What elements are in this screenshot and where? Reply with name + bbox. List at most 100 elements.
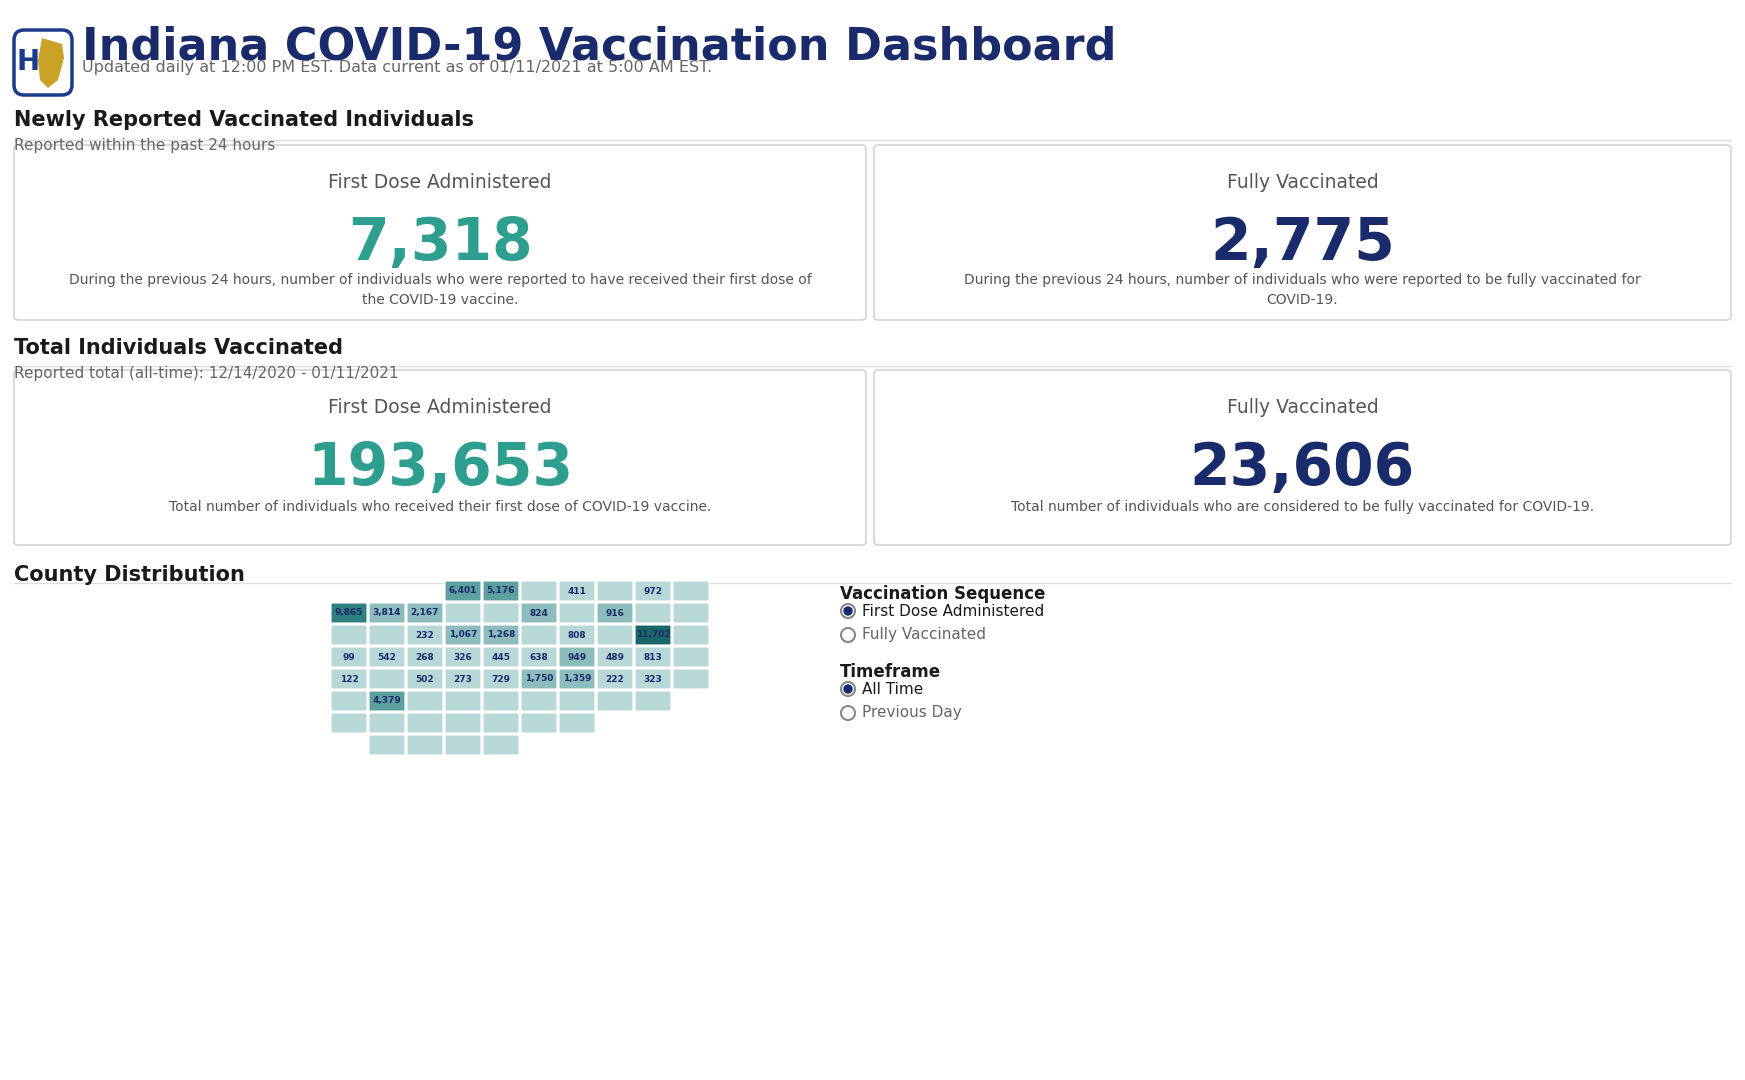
Text: 122: 122 xyxy=(340,675,358,684)
Text: 5,176: 5,176 xyxy=(487,586,515,595)
Text: Fully Vaccinated: Fully Vaccinated xyxy=(1227,399,1379,417)
FancyBboxPatch shape xyxy=(635,647,672,667)
FancyBboxPatch shape xyxy=(368,691,405,711)
FancyBboxPatch shape xyxy=(407,691,443,711)
FancyBboxPatch shape xyxy=(445,647,482,667)
FancyBboxPatch shape xyxy=(407,625,443,645)
Text: 273: 273 xyxy=(454,675,473,684)
Text: 326: 326 xyxy=(454,652,473,661)
FancyBboxPatch shape xyxy=(597,581,633,600)
Text: 323: 323 xyxy=(644,675,663,684)
Text: 1,359: 1,359 xyxy=(562,675,592,684)
FancyBboxPatch shape xyxy=(558,713,595,733)
FancyBboxPatch shape xyxy=(332,625,366,645)
FancyBboxPatch shape xyxy=(522,647,557,667)
Text: 489: 489 xyxy=(606,652,625,661)
FancyBboxPatch shape xyxy=(522,691,557,711)
Text: During the previous 24 hours, number of individuals who were reported to be full: During the previous 24 hours, number of … xyxy=(965,273,1640,307)
Text: During the previous 24 hours, number of individuals who were reported to have re: During the previous 24 hours, number of … xyxy=(68,273,811,307)
FancyBboxPatch shape xyxy=(874,370,1731,545)
Text: First Dose Administered: First Dose Administered xyxy=(328,399,551,417)
FancyBboxPatch shape xyxy=(407,647,443,667)
FancyBboxPatch shape xyxy=(674,647,708,667)
FancyBboxPatch shape xyxy=(635,669,672,689)
Text: 808: 808 xyxy=(567,631,586,639)
FancyBboxPatch shape xyxy=(674,603,708,623)
FancyBboxPatch shape xyxy=(368,647,405,667)
FancyBboxPatch shape xyxy=(558,669,595,689)
Text: County Distribution: County Distribution xyxy=(14,565,244,585)
FancyBboxPatch shape xyxy=(635,691,672,711)
FancyBboxPatch shape xyxy=(483,669,518,689)
Text: Indiana COVID-19 Vaccination Dashboard: Indiana COVID-19 Vaccination Dashboard xyxy=(82,25,1117,68)
FancyBboxPatch shape xyxy=(522,669,557,689)
Text: 6,401: 6,401 xyxy=(448,586,476,595)
FancyBboxPatch shape xyxy=(332,603,366,623)
Text: Updated daily at 12:00 PM EST. Data current as of 01/11/2021 at 5:00 AM EST.: Updated daily at 12:00 PM EST. Data curr… xyxy=(82,60,712,75)
FancyBboxPatch shape xyxy=(445,625,482,645)
FancyBboxPatch shape xyxy=(368,669,405,689)
Text: 411: 411 xyxy=(567,586,586,595)
FancyBboxPatch shape xyxy=(674,581,708,600)
FancyBboxPatch shape xyxy=(522,581,557,600)
FancyBboxPatch shape xyxy=(14,145,866,320)
FancyBboxPatch shape xyxy=(635,581,672,600)
Text: Newly Reported Vaccinated Individuals: Newly Reported Vaccinated Individuals xyxy=(14,110,475,130)
FancyBboxPatch shape xyxy=(635,625,672,645)
Text: 1,067: 1,067 xyxy=(448,631,476,639)
FancyBboxPatch shape xyxy=(14,30,72,95)
FancyBboxPatch shape xyxy=(522,713,557,733)
FancyBboxPatch shape xyxy=(445,581,482,600)
Text: Previous Day: Previous Day xyxy=(862,705,961,720)
Text: Fully Vaccinated: Fully Vaccinated xyxy=(1227,173,1379,192)
FancyBboxPatch shape xyxy=(445,603,482,623)
FancyBboxPatch shape xyxy=(407,735,443,755)
Text: 824: 824 xyxy=(529,608,548,618)
FancyBboxPatch shape xyxy=(445,735,482,755)
Text: 972: 972 xyxy=(644,586,663,595)
Text: 3,814: 3,814 xyxy=(373,608,401,618)
FancyBboxPatch shape xyxy=(558,691,595,711)
Text: 1,268: 1,268 xyxy=(487,631,515,639)
Text: Total number of individuals who are considered to be fully vaccinated for COVID-: Total number of individuals who are cons… xyxy=(1010,500,1595,514)
FancyBboxPatch shape xyxy=(483,581,518,600)
FancyBboxPatch shape xyxy=(483,647,518,667)
FancyBboxPatch shape xyxy=(558,581,595,600)
Text: Reported within the past 24 hours: Reported within the past 24 hours xyxy=(14,138,276,153)
FancyBboxPatch shape xyxy=(14,370,866,545)
FancyBboxPatch shape xyxy=(597,647,633,667)
Text: 268: 268 xyxy=(415,652,435,661)
Text: First Dose Administered: First Dose Administered xyxy=(328,173,551,192)
FancyBboxPatch shape xyxy=(407,713,443,733)
Text: 502: 502 xyxy=(415,675,435,684)
Text: 2,775: 2,775 xyxy=(1209,215,1394,272)
Text: Reported total (all-time): 12/14/2020 - 01/11/2021: Reported total (all-time): 12/14/2020 - … xyxy=(14,366,398,381)
Text: 232: 232 xyxy=(415,631,435,639)
FancyBboxPatch shape xyxy=(483,603,518,623)
Text: 23,606: 23,606 xyxy=(1190,440,1415,497)
FancyBboxPatch shape xyxy=(332,713,366,733)
FancyBboxPatch shape xyxy=(368,625,405,645)
FancyBboxPatch shape xyxy=(368,603,405,623)
FancyBboxPatch shape xyxy=(483,625,518,645)
Text: 949: 949 xyxy=(567,652,586,661)
FancyBboxPatch shape xyxy=(445,713,482,733)
FancyBboxPatch shape xyxy=(445,691,482,711)
FancyBboxPatch shape xyxy=(635,603,672,623)
Text: Fully Vaccinated: Fully Vaccinated xyxy=(862,627,986,643)
FancyBboxPatch shape xyxy=(332,691,366,711)
Polygon shape xyxy=(38,38,65,87)
FancyBboxPatch shape xyxy=(874,145,1731,320)
Text: 445: 445 xyxy=(492,652,511,661)
FancyBboxPatch shape xyxy=(368,713,405,733)
Circle shape xyxy=(845,607,852,615)
Text: Vaccination Sequence: Vaccination Sequence xyxy=(839,585,1045,603)
FancyBboxPatch shape xyxy=(597,691,633,711)
Text: Total number of individuals who received their first dose of COVID-19 vaccine.: Total number of individuals who received… xyxy=(169,500,712,514)
Text: 542: 542 xyxy=(377,652,396,661)
FancyBboxPatch shape xyxy=(597,603,633,623)
FancyBboxPatch shape xyxy=(332,669,366,689)
FancyBboxPatch shape xyxy=(368,735,405,755)
FancyBboxPatch shape xyxy=(674,625,708,645)
Text: 2,167: 2,167 xyxy=(410,608,440,618)
